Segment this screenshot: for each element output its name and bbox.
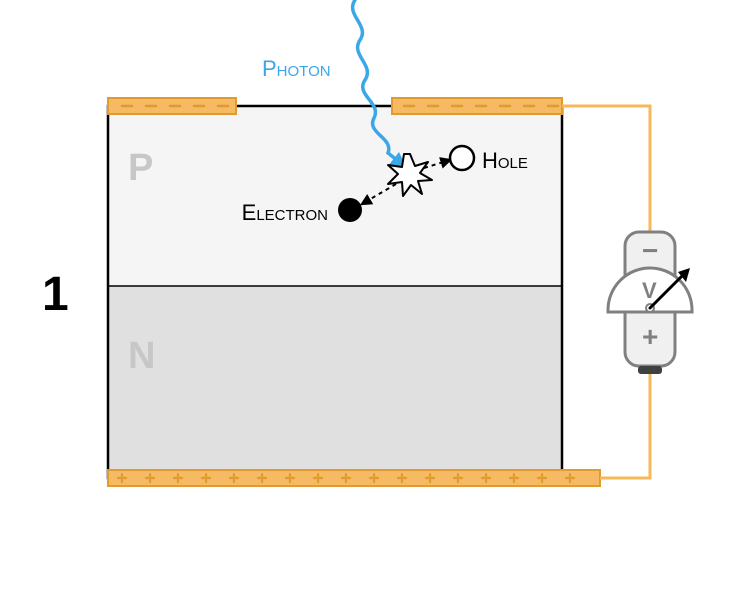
electron [338, 198, 362, 222]
step-number: 1 [42, 268, 69, 321]
bottom-contact [108, 470, 600, 486]
meter-plus: + [642, 321, 658, 352]
top-contact-right [392, 98, 562, 114]
n-region [108, 286, 562, 478]
meter-bottom-terminal [638, 366, 662, 374]
electron-label: Electron [242, 200, 328, 225]
hole-label: Hole [482, 148, 528, 173]
wire-top [562, 106, 650, 232]
top-contact-left [108, 98, 236, 114]
wire-bottom [600, 370, 650, 478]
p-label: P [128, 147, 153, 189]
voltmeter: V − + [608, 232, 692, 374]
meter-v: V [642, 278, 657, 303]
photon-label: Photon [262, 56, 331, 81]
n-label: N [128, 335, 155, 377]
p-region [108, 106, 562, 286]
hole [450, 146, 474, 170]
meter-minus: − [642, 235, 658, 266]
